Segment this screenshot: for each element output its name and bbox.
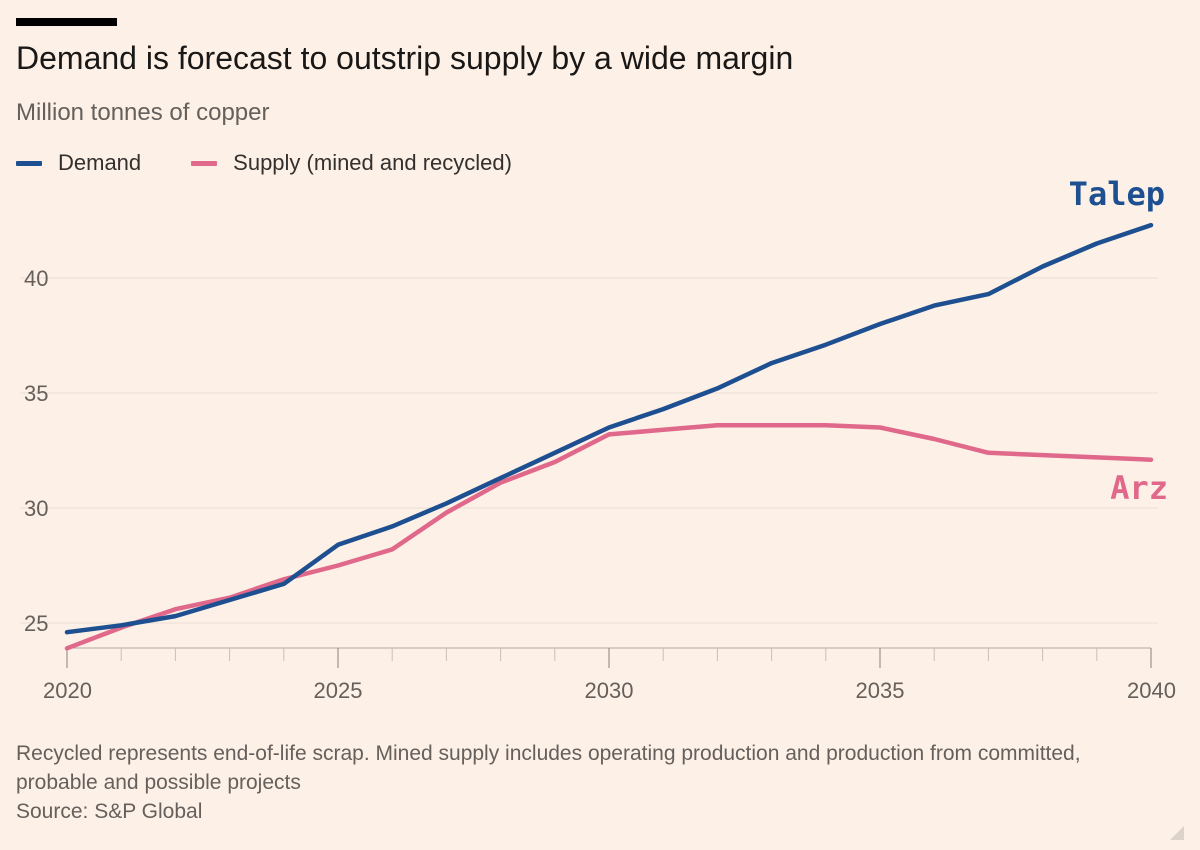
end-label-supply: Arz [1110, 469, 1168, 507]
footnotes: Recycled represents end-of-life scrap. M… [16, 739, 1136, 826]
x-axis: 2020 2025 2030 2035 2040 [43, 647, 1176, 703]
y-tick-label-40: 40 [24, 266, 48, 291]
y-tick-label-25: 25 [24, 611, 48, 636]
x-tick-label-2040: 2040 [1127, 678, 1176, 703]
legend-swatch-supply [191, 160, 218, 166]
top-accent-rule [16, 18, 117, 26]
resize-handle-icon [1170, 826, 1184, 840]
source-text: Source: S&P Global [16, 800, 203, 823]
series-end-labels: Talep Arz [1069, 175, 1168, 507]
x-tick-label-2030: 2030 [585, 678, 634, 703]
legend-label-demand: Demand [58, 150, 142, 175]
legend: Demand Supply (mined and recycled) [16, 149, 562, 177]
legend-label-supply: Supply (mined and recycled) [233, 150, 512, 175]
footnote-text: Recycled represents end-of-life scrap. M… [16, 742, 1081, 794]
legend-item-demand: Demand [16, 150, 141, 176]
y-axis: 25 30 35 40 [24, 266, 48, 636]
gridlines [20, 277, 1158, 624]
x-tick-label-2020: 2020 [43, 678, 92, 703]
x-tick-label-2025: 2025 [314, 678, 363, 703]
chart-title: Demand is forecast to outstrip supply by… [16, 40, 794, 76]
y-tick-label-35: 35 [24, 381, 48, 406]
chart-subtitle: Million tonnes of copper [16, 99, 270, 126]
legend-item-supply: Supply (mined and recycled) [191, 150, 512, 176]
y-tick-label-30: 30 [24, 496, 48, 521]
series-lines [64, 222, 1154, 651]
end-label-demand: Talep [1069, 175, 1165, 213]
series-line-demand [64, 222, 1154, 635]
x-tick-label-2035: 2035 [856, 678, 905, 703]
legend-swatch-demand [16, 160, 42, 166]
series-line-supply [64, 422, 1154, 651]
